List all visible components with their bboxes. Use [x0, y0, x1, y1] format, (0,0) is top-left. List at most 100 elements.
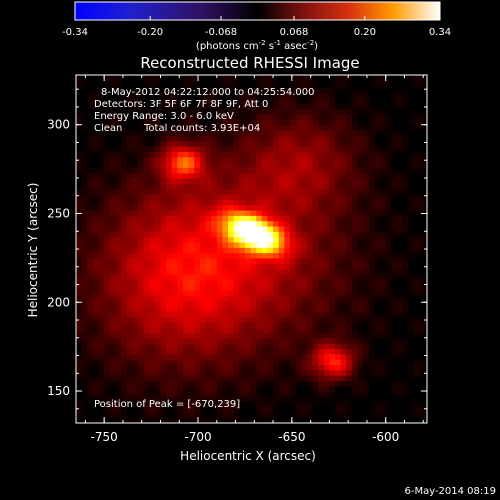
heatmap-cell: [346, 146, 353, 152]
heatmap-cell: [273, 279, 280, 286]
heatmap-cell: [419, 135, 426, 142]
heatmap-cell: [284, 130, 291, 136]
heatmap-cell: [374, 401, 381, 408]
heatmap-cell: [228, 300, 235, 307]
colorbar-tick-label: -0.20: [137, 27, 163, 38]
heatmap-cell: [115, 204, 122, 211]
heatmap-cell: [244, 401, 252, 408]
heatmap-cell: [396, 407, 404, 413]
heatmap-cell: [340, 114, 347, 120]
heatmap-cell: [160, 380, 167, 387]
heatmap-cell: [115, 396, 122, 403]
heatmap-cell: [109, 359, 117, 366]
heatmap-cell: [368, 316, 376, 323]
heatmap-cell: [408, 146, 415, 152]
heatmap-cell: [233, 92, 240, 99]
heatmap-cell: [256, 300, 263, 307]
heatmap-cell: [363, 76, 370, 83]
heatmap-cell: [419, 76, 426, 83]
heatmap-cell: [205, 417, 212, 424]
heatmap-cell: [115, 225, 122, 232]
heatmap-cell: [177, 220, 184, 227]
heatmap-cell: [295, 385, 302, 392]
heatmap-cell: [380, 103, 387, 110]
heatmap-cell: [323, 311, 330, 318]
heatmap-cell: [419, 156, 426, 163]
heatmap-cell: [154, 359, 162, 366]
heatmap-cell: [154, 188, 162, 195]
heatmap-cell: [408, 391, 415, 397]
heatmap-cell: [323, 321, 330, 328]
heatmap-cell: [233, 119, 240, 126]
heatmap-cell: [374, 300, 381, 307]
heatmap-cell: [301, 316, 308, 323]
heatmap-cell: [154, 193, 162, 200]
heatmap-cell: [109, 311, 117, 318]
heatmap-cell: [188, 146, 195, 152]
heatmap-cell: [396, 364, 404, 371]
heatmap-cell: [81, 295, 88, 302]
heatmap-cell: [306, 284, 314, 291]
heatmap-cell: [261, 209, 269, 216]
heatmap-cell: [182, 82, 190, 89]
heatmap-cell: [244, 295, 252, 302]
heatmap-cell: [244, 247, 252, 254]
heatmap-cell: [402, 353, 409, 360]
heatmap-cell: [419, 273, 426, 280]
heatmap-cell: [425, 87, 428, 94]
x-axis-label: Heliocentric X (arcsec): [180, 449, 316, 463]
heatmap-cell: [419, 119, 426, 126]
heatmap-cell: [76, 273, 83, 280]
heatmap-cell: [273, 273, 280, 280]
heatmap-cell: [104, 82, 111, 89]
heatmap-cell: [98, 124, 105, 131]
heatmap-cell: [81, 204, 88, 211]
heatmap-cell: [194, 316, 201, 323]
heatmap-cell: [166, 417, 173, 424]
heatmap-cell: [368, 289, 376, 296]
heatmap-cell: [385, 231, 392, 238]
heatmap-cell: [121, 375, 128, 381]
heatmap-cell: [419, 316, 426, 323]
heatmap-cell: [408, 353, 415, 360]
heatmap-cell: [374, 417, 381, 424]
heatmap-cell: [289, 396, 297, 403]
heatmap-cell: [222, 311, 229, 318]
heatmap-cell: [380, 204, 387, 211]
heatmap-cell: [368, 396, 376, 403]
heatmap-cell: [351, 98, 359, 105]
heatmap-cell: [149, 289, 156, 296]
heatmap-cell: [87, 273, 94, 280]
heatmap-cell: [132, 343, 139, 350]
heatmap-cell: [87, 124, 94, 131]
heatmap-cell: [233, 375, 240, 381]
heatmap-cell: [357, 204, 364, 211]
heatmap-cell: [188, 188, 195, 195]
heatmap-cell: [256, 87, 263, 94]
heatmap-cell: [233, 337, 240, 344]
heatmap-cell: [306, 162, 314, 168]
heatmap-cell: [363, 380, 370, 387]
heatmap-cell: [301, 75, 308, 78]
heatmap-cell: [239, 359, 246, 366]
heatmap-cell: [87, 241, 94, 248]
heatmap-cell: [385, 193, 392, 200]
heatmap-cell: [261, 204, 269, 211]
heatmap-cell: [335, 247, 342, 254]
heatmap-cell: [419, 343, 426, 350]
heatmap-cell: [363, 321, 370, 328]
heatmap-cell: [228, 316, 235, 323]
heatmap-cell: [76, 108, 83, 115]
heatmap-cell: [335, 284, 342, 291]
heatmap-cell: [351, 407, 359, 413]
heatmap-cell: [222, 103, 229, 110]
heatmap-cell: [335, 407, 342, 413]
heatmap-cell: [408, 375, 415, 381]
heatmap-cell: [205, 215, 212, 222]
heatmap-cell: [239, 263, 246, 270]
heatmap-cell: [323, 396, 330, 403]
heatmap-cell: [318, 268, 325, 275]
heatmap-cell: [171, 417, 178, 424]
heatmap-cell: [318, 316, 325, 323]
heatmap-cell: [104, 156, 111, 163]
